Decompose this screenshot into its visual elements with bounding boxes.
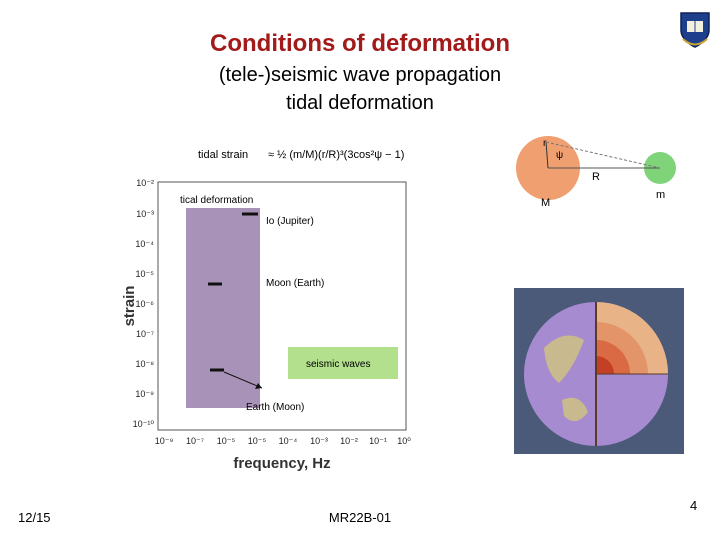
x-axis-title: frequency, Hz [233,455,330,472]
x-tick-label: 10⁻⁵ [248,436,267,446]
y-tick-label: 10⁻³ [136,209,154,219]
university-crest-logo [680,12,710,48]
y-tick-label: 10⁻⁷ [136,329,154,339]
x-tick-label: 10⁻² [340,436,358,446]
slide-title: Conditions of deformation [210,30,510,57]
strain-frequency-chart: tidal strain ≈ ½ (m/M)(r/R)³(3cos²ψ − 1)… [121,149,411,472]
x-tick-label: 10⁻⁴ [279,436,298,446]
y-tick-label: 10⁻⁴ [135,239,154,249]
footer-date: 12/15 [18,510,51,525]
formula-label: tidal strain [198,149,248,161]
y-tick-label: 10⁻⁶ [136,299,155,309]
surface-to-moon-line [545,141,661,169]
y-tick-label: 10⁻¹⁰ [133,419,155,429]
label-r: r [543,138,547,149]
y-tick-label: 10⁻⁸ [135,359,154,369]
formula-equation: ≈ ½ (m/M)(r/R)³(3cos²ψ − 1) [268,149,404,161]
slide-subtitle-line-1: (tele-)seismic wave propagation [218,64,502,86]
x-tick-label: 10⁻¹ [369,436,387,446]
slide-number: 4 [690,498,698,513]
label-psi: ψ [556,150,563,161]
earth-interior-cutaway-image [514,288,684,454]
earth-moon-arrow [223,371,263,389]
x-tick-label: 10⁻⁹ [155,436,174,446]
x-tick-label: 10⁻⁵ [217,436,236,446]
tidal-geometry-diagram: r ψ R M m [516,136,676,209]
moon-earth-label: Moon (Earth) [266,278,324,289]
y-axis-title: strain [121,286,138,327]
x-tick-label: 10⁻³ [310,436,328,446]
seismic-waves-box [288,347,398,379]
tidal-deformation-label: tical deformation [180,195,253,206]
y-tick-label: 10⁻⁹ [135,389,154,399]
label-R: R [592,171,600,183]
x-tick-label: 10⁻⁷ [186,436,204,446]
radius-line-r [545,141,549,169]
label-m: m [656,189,665,201]
label-M: M [541,197,550,209]
slide-subtitle-line-2: tidal deformation [286,92,434,114]
earth-moon-label: Earth (Moon) [246,402,304,413]
footer-session-code: MR22B-01 [328,510,392,525]
tidal-deformation-band [186,208,260,408]
x-tick-label: 10⁰ [397,436,411,446]
y-tick-label: 10⁻² [136,178,154,188]
earth-moon-arrowhead [255,383,262,389]
io-jupiter-label: Io (Jupiter) [266,216,314,227]
seismic-waves-label: seismic waves [306,359,370,370]
y-tick-label: 10⁻⁵ [136,269,155,279]
